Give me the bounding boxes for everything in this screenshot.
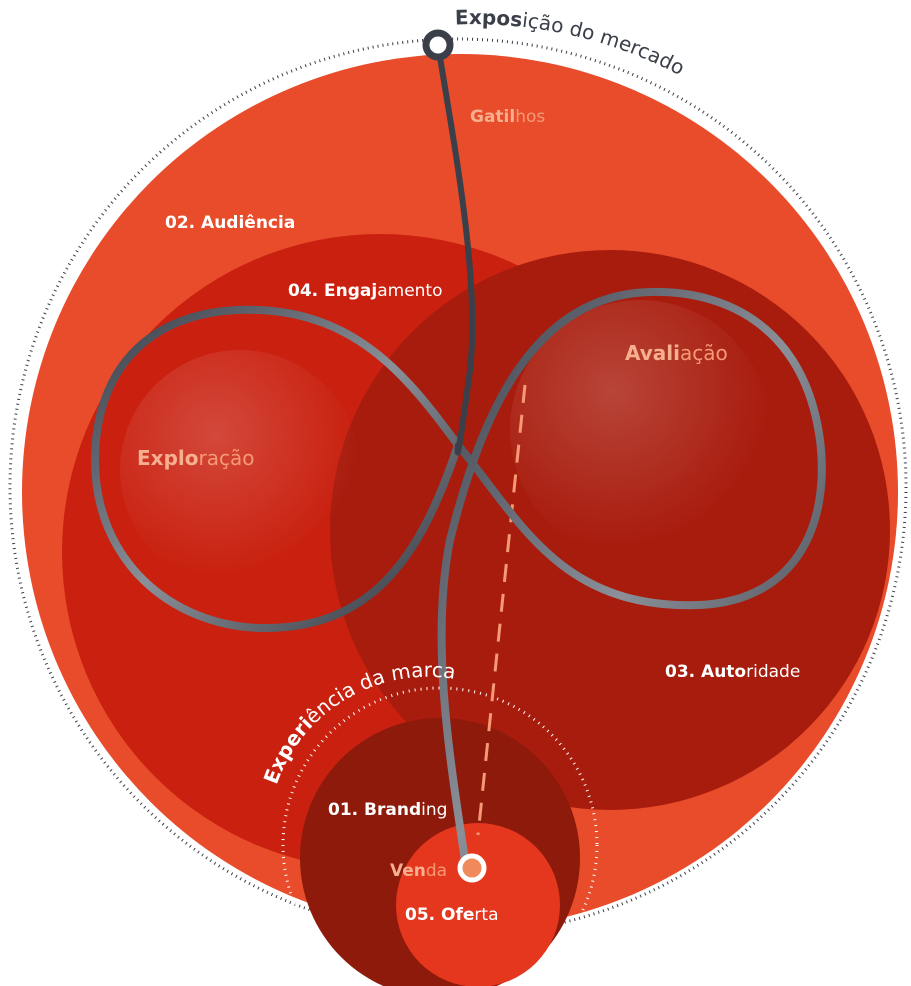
exploracao-label: Exploração	[137, 446, 254, 470]
audiencia-label: 02. Audiência	[165, 213, 295, 233]
label-regular: hos	[515, 107, 545, 127]
engajamento-label: 04. Engajamento	[288, 281, 443, 301]
exploration-glow	[120, 350, 360, 590]
label-regular: ração	[198, 446, 254, 470]
label-bold: Avali	[625, 341, 680, 365]
label-regular: ação	[680, 341, 728, 365]
label-regular: ridade	[746, 662, 800, 682]
page: { "outer_ring": {"bold": "Expos", "regul…	[0, 0, 911, 986]
label-bold: Explo	[137, 446, 198, 470]
evaluation-glow	[510, 300, 770, 560]
gatilhos-label: Gatilhos	[470, 107, 545, 127]
start-node	[426, 33, 450, 57]
label-regular: ing	[421, 800, 447, 820]
label-regular: rta	[474, 905, 498, 925]
oferta-label: 05. Oferta	[405, 905, 499, 925]
label-bold: 01. Brand	[328, 800, 421, 820]
label-bold: Expos	[455, 5, 524, 32]
autoridade-label: 03. Autoridade	[665, 662, 800, 682]
label-bold: 04. Engaj	[288, 281, 377, 301]
label-bold: Gatil	[470, 107, 515, 127]
label-bold: 03. Auto	[665, 662, 746, 682]
label-bold: Ven	[390, 861, 426, 881]
avaliacao-label: Avaliação	[625, 341, 728, 365]
label-regular: amento	[377, 281, 442, 301]
branding-label: 01. Branding	[328, 800, 447, 820]
label-bold: 02. Audiência	[165, 213, 295, 233]
venda-label: Venda	[390, 861, 447, 881]
label-bold: 05. Ofe	[405, 905, 474, 925]
label-regular: da	[426, 861, 447, 881]
diagram: Exposição do mercado Experiência da marc…	[0, 0, 911, 986]
sale-node	[460, 856, 484, 880]
